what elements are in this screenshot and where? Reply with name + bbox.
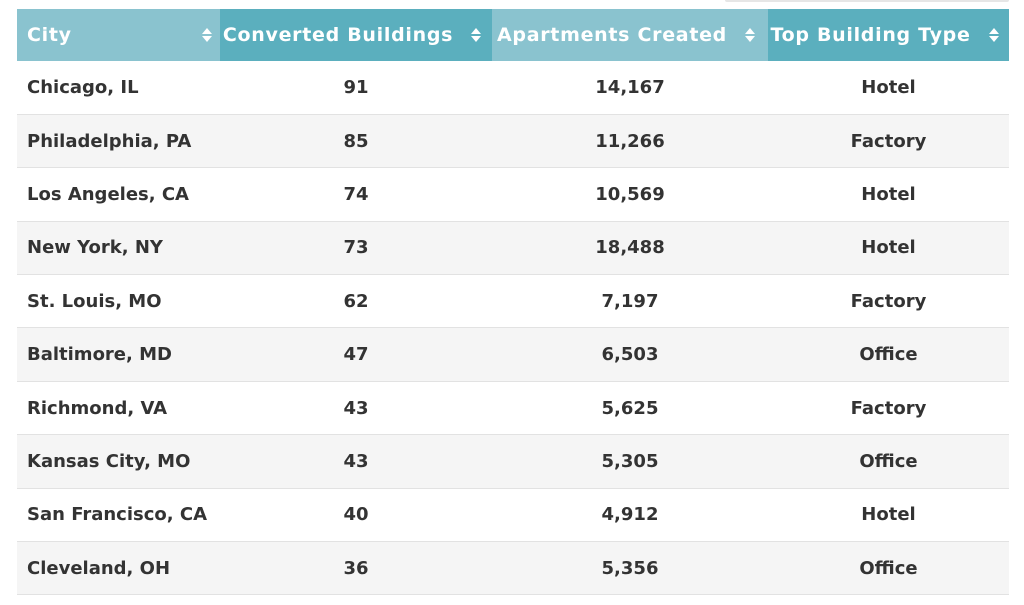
cell-apartments-created: 11,266 (492, 114, 768, 169)
cell-top-building-type: Factory (768, 381, 1009, 436)
table-row: Chicago, IL 91 14,167 Hotel (17, 61, 1009, 115)
cell-converted-buildings: 43 (220, 434, 492, 489)
table-body: Chicago, IL 91 14,167 Hotel Philadelphia… (17, 61, 1009, 596)
cell-converted-buildings: 62 (220, 274, 492, 329)
table-row: St. Louis, MO 62 7,197 Factory (17, 274, 1009, 329)
table-header: City Converted Buildings Apartments Crea… (17, 9, 1009, 61)
cell-converted-buildings: 73 (220, 221, 492, 276)
cell-city: Cleveland, OH (17, 541, 220, 596)
cell-top-building-type: Hotel (768, 488, 1009, 543)
cell-apartments-created: 10,569 (492, 167, 768, 222)
cell-city: San Francisco, CA (17, 488, 220, 543)
table-row: Philadelphia, PA 85 11,266 Factory (17, 114, 1009, 169)
sort-icon[interactable] (471, 27, 482, 43)
column-header-label: Apartments Created (497, 24, 727, 46)
table-row: Baltimore, MD 47 6,503 Office (17, 327, 1009, 382)
cell-top-building-type: Factory (768, 114, 1009, 169)
table-row: Kansas City, MO 43 5,305 Office (17, 434, 1009, 489)
cell-apartments-created: 18,488 (492, 221, 768, 276)
table-row: Cleveland, OH 36 5,356 Office (17, 541, 1009, 596)
cell-top-building-type: Hotel (768, 167, 1009, 222)
cell-city: Baltimore, MD (17, 327, 220, 382)
cell-top-building-type: Office (768, 327, 1009, 382)
table-row: Los Angeles, CA 74 10,569 Hotel (17, 167, 1009, 222)
cell-converted-buildings: 47 (220, 327, 492, 382)
cell-apartments-created: 7,197 (492, 274, 768, 329)
cell-city: Philadelphia, PA (17, 114, 220, 169)
cell-city: Kansas City, MO (17, 434, 220, 489)
column-header-apartments-created[interactable]: Apartments Created (492, 9, 768, 61)
data-table: City Converted Buildings Apartments Crea… (17, 9, 1009, 596)
cell-converted-buildings: 36 (220, 541, 492, 596)
column-header-label: Converted Buildings (222, 24, 454, 46)
cell-top-building-type: Factory (768, 274, 1009, 329)
cell-top-building-type: Office (768, 434, 1009, 489)
column-header-label: City (27, 24, 72, 46)
cell-converted-buildings: 85 (220, 114, 492, 169)
cell-apartments-created: 14,167 (492, 61, 768, 115)
cell-converted-buildings: 40 (220, 488, 492, 543)
table-row: Richmond, VA 43 5,625 Factory (17, 381, 1009, 436)
cell-apartments-created: 4,912 (492, 488, 768, 543)
table-row: New York, NY 73 18,488 Hotel (17, 221, 1009, 276)
cell-city: New York, NY (17, 221, 220, 276)
header-row: City Converted Buildings Apartments Crea… (17, 9, 1009, 61)
cell-city: Los Angeles, CA (17, 167, 220, 222)
cell-apartments-created: 5,356 (492, 541, 768, 596)
cell-city: Chicago, IL (17, 61, 220, 115)
cell-converted-buildings: 43 (220, 381, 492, 436)
table-row: San Francisco, CA 40 4,912 Hotel (17, 488, 1009, 543)
cell-top-building-type: Office (768, 541, 1009, 596)
cell-apartments-created: 6,503 (492, 327, 768, 382)
cell-apartments-created: 5,305 (492, 434, 768, 489)
sort-icon[interactable] (745, 27, 755, 43)
cell-top-building-type: Hotel (768, 61, 1009, 115)
top-strip (725, 0, 1009, 2)
cell-city: St. Louis, MO (17, 274, 220, 329)
cell-apartments-created: 5,625 (492, 381, 768, 436)
column-header-converted-buildings[interactable]: Converted Buildings (220, 9, 492, 61)
sort-icon[interactable] (988, 27, 999, 43)
cell-city: Richmond, VA (17, 381, 220, 436)
cell-converted-buildings: 74 (220, 167, 492, 222)
cell-converted-buildings: 91 (220, 61, 492, 115)
column-header-top-building-type[interactable]: Top Building Type (768, 9, 1009, 61)
cell-top-building-type: Hotel (768, 221, 1009, 276)
column-header-city[interactable]: City (17, 9, 220, 61)
column-header-label: Top Building Type (770, 24, 971, 46)
sort-icon[interactable] (202, 27, 212, 43)
